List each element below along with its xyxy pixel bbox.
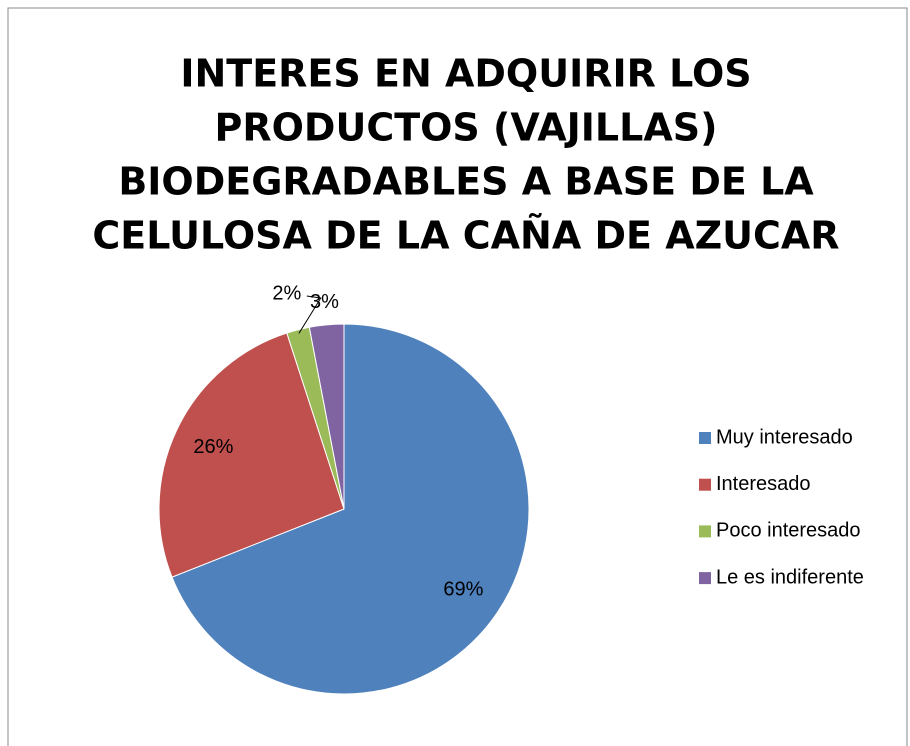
data-label: 69% [443, 578, 483, 600]
data-label: 2% [272, 282, 301, 304]
pie-slice [171, 323, 530, 695]
pie-slice [158, 332, 345, 578]
data-label: 26% [193, 436, 233, 458]
legend-label: Muy interesado [716, 426, 853, 448]
legend-label: Interesado [716, 473, 811, 495]
legend-swatch [699, 432, 711, 444]
legend-label: Le es indiferente [716, 566, 864, 588]
pie-slice [308, 323, 345, 510]
legend-swatch [699, 478, 711, 491]
chart-title: CELULOSA DE LA CAÑA DE AZUCAR [92, 214, 839, 258]
chart-title: PRODUCTOS (VAJILLAS) [215, 106, 718, 150]
data-label: 3% [310, 291, 339, 313]
chart-title: BIODEGRADABLES A BASE DE LA [118, 160, 814, 204]
legend-swatch [699, 572, 711, 585]
legend-swatch [699, 525, 711, 538]
leader-line [298, 295, 322, 334]
legend-label: Poco interesado [716, 520, 861, 542]
chart-title: INTERES EN ADQUIRIR LOS [180, 52, 751, 96]
